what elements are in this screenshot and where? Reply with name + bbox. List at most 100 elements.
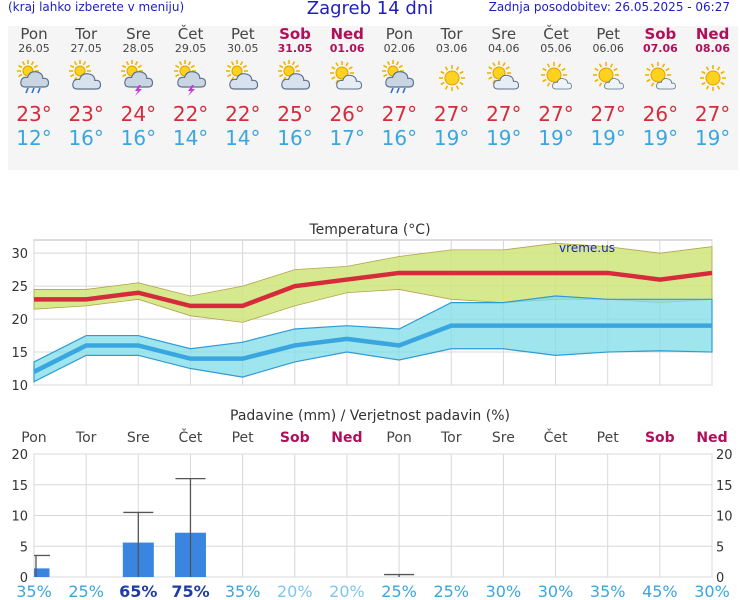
day-column: Tor 27.05 23° 16° xyxy=(60,25,112,151)
low-temp: 19° xyxy=(538,126,574,150)
precipitation-y-tick-right: 0 xyxy=(716,571,724,586)
low-temp: 16° xyxy=(68,126,104,150)
day-column: Ned 01.06 26° 17° xyxy=(321,25,373,151)
day-date: 05.06 xyxy=(540,42,572,55)
precipitation-probability: 25% xyxy=(433,582,469,600)
thunderstorm-icon xyxy=(120,60,156,96)
precipitation-day-label: Sre xyxy=(492,430,515,446)
header-bar: (kraj lahko izberete v meniju) Zagreb 14… xyxy=(0,0,740,20)
day-name: Čet xyxy=(177,25,204,43)
sunny-icon xyxy=(695,60,731,96)
precipitation-day-label: Ned xyxy=(331,430,362,446)
precipitation-probability: 45% xyxy=(642,582,678,600)
high-temp: 27° xyxy=(538,102,574,126)
day-name: Ned xyxy=(330,25,364,43)
day-name: Pon xyxy=(20,25,48,43)
page-title: Zagreb 14 dni xyxy=(306,0,434,19)
temperature-y-tick: 30 xyxy=(11,247,28,262)
low-temp: 12° xyxy=(16,126,52,150)
day-column: Sob 31.05 25° 16° xyxy=(269,25,321,151)
daily-forecast-strip: Pon 26.05 23° 12° Tor 27.05 23° 16° Sre 28.05 24° 1… xyxy=(8,26,738,170)
precipitation-day-label: Pet xyxy=(597,430,620,446)
low-temp-range-band xyxy=(33,295,713,383)
day-name: Pet xyxy=(596,25,620,43)
day-date: 02.06 xyxy=(383,42,416,55)
low-temp-line xyxy=(32,323,712,374)
low-temp: 19° xyxy=(642,126,679,150)
high-temp: 27° xyxy=(433,102,470,126)
high-temp: 27° xyxy=(694,102,731,126)
partly-cloudy-icon xyxy=(329,60,365,96)
low-temp: 19° xyxy=(433,126,470,150)
cloudy-icon xyxy=(225,60,261,96)
day-name: Tor xyxy=(75,25,98,43)
charts-area: Temperatura (°C) 10 15 20 25 30 vreme.us Padavi… xyxy=(11,222,733,600)
day-date: 07.06 xyxy=(642,42,678,55)
low-temp: 16° xyxy=(277,126,313,150)
day-column: Pet 30.05 22° 14° xyxy=(217,25,269,151)
high-temp: 22° xyxy=(225,102,261,126)
day-column: Čet 29.05 22° 14° xyxy=(165,25,217,151)
precipitation-y-tick-left: 10 xyxy=(11,510,28,525)
precipitation-day-label: Tor xyxy=(440,430,462,446)
day-date: 27.05 xyxy=(70,42,102,55)
precipitation-y-tick-left: 20 xyxy=(11,448,28,463)
temperature-chart-title: Temperatura (°C) xyxy=(308,222,430,238)
high-temp: 23° xyxy=(68,102,104,126)
precipitation-y-tick-left: 15 xyxy=(11,479,28,494)
day-date: 30.05 xyxy=(227,42,259,55)
precipitation-y-tick-right: 10 xyxy=(716,510,733,525)
temperature-y-tick: 20 xyxy=(11,313,28,328)
precipitation-y-tick-right: 20 xyxy=(716,448,733,463)
precipitation-day-label: Pet xyxy=(232,430,255,446)
precipitation-probability: 30% xyxy=(694,582,730,600)
day-column: Pon 26.05 23° 12° xyxy=(8,25,60,151)
low-temp: 14° xyxy=(225,126,261,150)
precipitation-probability: 35% xyxy=(590,582,626,600)
high-temp: 24° xyxy=(120,102,157,126)
day-name: Sre xyxy=(126,25,151,43)
high-temp: 27° xyxy=(486,102,522,126)
thunderstorm-icon xyxy=(173,60,209,96)
day-name: Sre xyxy=(491,25,517,43)
day-date: 28.05 xyxy=(122,42,155,55)
high-temp: 25° xyxy=(277,102,313,126)
precipitation-probability: 20% xyxy=(277,582,313,600)
location-hint[interactable]: (kraj lahko izberete v meniju) xyxy=(8,0,185,14)
precipitation-y-tick-right: 5 xyxy=(716,540,724,555)
day-date: 31.05 xyxy=(277,42,313,55)
cloudy-icon xyxy=(68,60,104,96)
low-temp: 16° xyxy=(381,126,418,150)
precipitation-y-tick-left: 5 xyxy=(20,540,28,555)
precipitation-probability: 35% xyxy=(225,582,261,600)
day-date: 26.05 xyxy=(18,42,50,55)
day-name: Sob xyxy=(279,25,311,43)
day-name: Sob xyxy=(644,25,677,43)
precipitation-probability: 20% xyxy=(329,582,365,600)
watermark: vreme.us xyxy=(559,241,615,255)
day-column: Sre 28.05 24° 16° xyxy=(112,25,164,151)
rain-thunder-icon xyxy=(16,60,52,96)
precipitation-day-label: Čet xyxy=(544,428,568,446)
precipitation-probability: 35% xyxy=(16,582,52,600)
high-temp-line xyxy=(34,270,713,309)
last-updated: Zadnja posodobitev: 26.05.2025 - 06:27 xyxy=(488,0,730,14)
mostly-sunny-icon xyxy=(642,60,678,96)
low-temp: 19° xyxy=(694,126,731,150)
day-name: Pon xyxy=(385,25,413,43)
precipitation-chart-title: Padavine (mm) / Verjetnost padavin (%) xyxy=(230,408,510,424)
low-temp: 14° xyxy=(172,126,209,150)
precipitation-probability: 65% xyxy=(119,582,157,600)
precipitation-day-label: Sob xyxy=(280,430,310,446)
day-name: Tor xyxy=(440,25,463,43)
day-column: Pet 06.06 27° 19° xyxy=(582,25,634,151)
day-column: Pon 02.06 27° 16° xyxy=(373,25,425,151)
mostly-sunny-icon xyxy=(538,60,574,96)
day-date: 08.06 xyxy=(695,42,730,55)
low-temp: 19° xyxy=(590,126,626,150)
precipitation-y-tick-right: 15 xyxy=(716,479,733,494)
cloudy-icon xyxy=(277,60,313,96)
high-temp: 26° xyxy=(329,102,365,126)
precipitation-probability: 25% xyxy=(68,582,104,600)
day-name: Pet xyxy=(230,25,255,43)
